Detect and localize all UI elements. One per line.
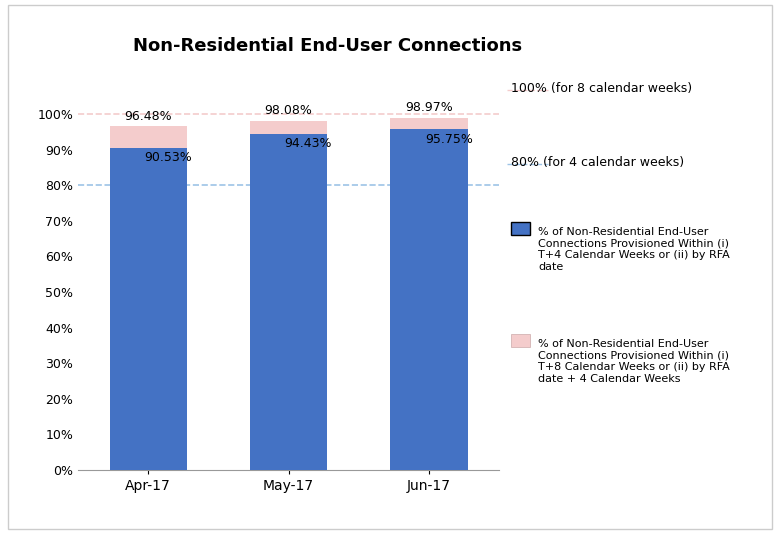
- Bar: [390, 117, 468, 129]
- Bar: [390, 129, 468, 470]
- Text: 90.53%: 90.53%: [144, 151, 192, 164]
- Text: 96.48%: 96.48%: [124, 110, 172, 123]
- Text: % of Non-Residential End-User
Connections Provisioned Within (i)
T+4 Calendar We: % of Non-Residential End-User Connection…: [538, 227, 730, 272]
- Text: 100% (for 8 calendar weeks): 100% (for 8 calendar weeks): [511, 82, 692, 95]
- Text: 98.97%: 98.97%: [405, 101, 453, 114]
- Bar: [250, 121, 327, 134]
- Text: 80% (for 4 calendar weeks): 80% (for 4 calendar weeks): [511, 156, 684, 169]
- Text: 94.43%: 94.43%: [285, 137, 332, 150]
- Bar: [109, 127, 187, 147]
- Text: Non-Residential End-User Connections: Non-Residential End-User Connections: [133, 37, 522, 56]
- Text: % of Non-Residential End-User
Connections Provisioned Within (i)
T+8 Calendar We: % of Non-Residential End-User Connection…: [538, 339, 730, 384]
- Text: 98.08%: 98.08%: [264, 104, 313, 117]
- Bar: [250, 134, 327, 470]
- Bar: [109, 147, 187, 470]
- Text: 95.75%: 95.75%: [425, 132, 473, 146]
